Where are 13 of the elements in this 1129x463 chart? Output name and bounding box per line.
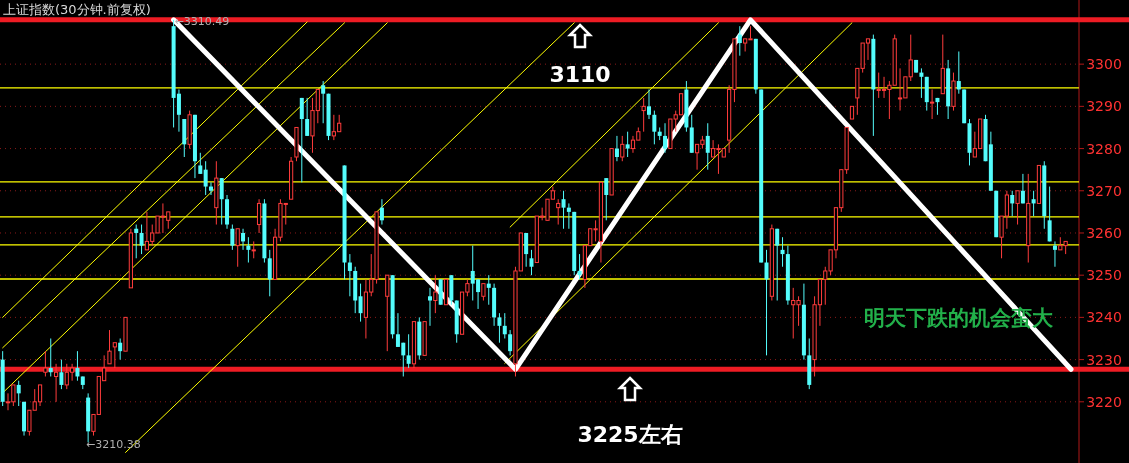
- y-tick-label: 3250: [1086, 267, 1122, 284]
- y-tick-label: 3220: [1086, 393, 1122, 410]
- y-tick-label: 3300: [1086, 56, 1122, 73]
- y-tick-label: 3240: [1086, 309, 1122, 326]
- annotation: ←3310.49: [174, 14, 230, 28]
- chart-title: 上证指数(30分钟.前复权): [3, 2, 151, 17]
- y-tick-label: 3280: [1086, 140, 1122, 157]
- y-tick-label: 3260: [1086, 224, 1122, 241]
- annotation: 3225左右: [577, 422, 683, 447]
- y-tick-label: 3230: [1086, 351, 1122, 368]
- y-tick-label: 3270: [1086, 182, 1122, 199]
- y-tick-label: 3290: [1086, 98, 1122, 115]
- annotation: 3110: [549, 62, 611, 87]
